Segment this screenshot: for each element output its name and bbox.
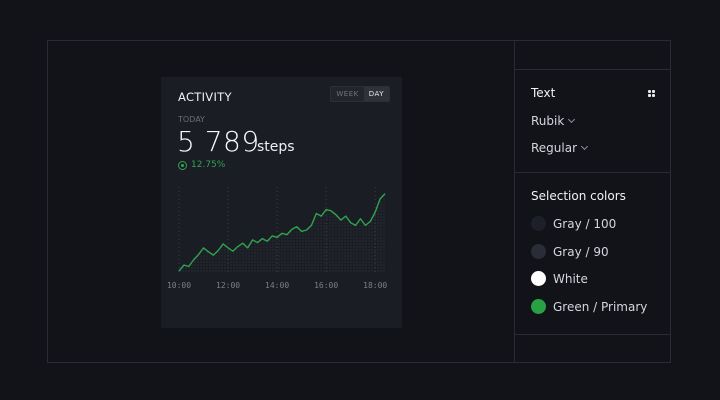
- color-row-gray-90[interactable]: Gray / 90: [531, 244, 609, 259]
- x-tick-label: 12:00: [216, 281, 240, 290]
- selection-colors-title: Selection colors: [531, 189, 626, 203]
- styles-grid-icon[interactable]: [648, 90, 655, 97]
- inspector-panel: Text Rubik Regular Selection colors Gray…: [515, 41, 671, 362]
- trend-up-icon: [178, 160, 187, 170]
- font-weight-dropdown[interactable]: Regular: [531, 141, 589, 155]
- color-row-green-primary[interactable]: Green / Primary: [531, 299, 647, 314]
- text-section: Text Rubik Regular: [515, 70, 671, 173]
- period-label: TODAY: [178, 115, 205, 124]
- color-swatch[interactable]: [531, 299, 546, 314]
- x-tick-label: 14:00: [265, 281, 289, 290]
- activity-card[interactable]: ACTIVITY WEEK DAY TODAY 5 789 steps 12.7…: [161, 77, 402, 328]
- x-tick-label: 18:00: [363, 281, 387, 290]
- toggle-day-button[interactable]: DAY: [363, 87, 389, 101]
- editor-frame: ACTIVITY WEEK DAY TODAY 5 789 steps 12.7…: [47, 40, 671, 363]
- font-family-dropdown[interactable]: Rubik: [531, 114, 576, 128]
- steps-value: 5 789: [177, 125, 260, 158]
- chevron-down-icon: [568, 115, 576, 124]
- activity-chart: 10:00 12:00 14:00 16:00 18:00: [167, 187, 387, 290]
- steps-unit: steps: [257, 139, 295, 155]
- selection-colors-section: Selection colors Gray / 100 Gray / 90 Wh…: [515, 173, 671, 335]
- text-section-title: Text: [531, 86, 556, 100]
- period-toggle[interactable]: WEEK DAY: [330, 86, 390, 102]
- color-label: White: [553, 271, 588, 286]
- font-family-value: Rubik: [531, 114, 565, 128]
- design-canvas[interactable]: ACTIVITY WEEK DAY TODAY 5 789 steps 12.7…: [48, 41, 515, 362]
- x-tick-label: 16:00: [314, 281, 338, 290]
- inspector-topbar: [515, 41, 671, 70]
- color-swatch[interactable]: [531, 271, 546, 286]
- series-line: [178, 193, 386, 272]
- change-indicator: 12.75%: [178, 160, 225, 170]
- chevron-down-icon: [580, 142, 589, 151]
- card-title: ACTIVITY: [178, 90, 232, 104]
- toggle-week-button[interactable]: WEEK: [336, 90, 359, 98]
- color-swatch[interactable]: [531, 244, 546, 259]
- change-value: 12.75%: [191, 160, 226, 170]
- color-label: Gray / 90: [553, 244, 609, 259]
- color-swatch[interactable]: [531, 216, 546, 231]
- color-label: Gray / 100: [553, 216, 617, 231]
- x-tick-label: 10:00: [167, 281, 191, 290]
- color-row-gray-100[interactable]: Gray / 100: [531, 216, 616, 231]
- color-label: Green / Primary: [553, 299, 648, 314]
- color-row-white[interactable]: White: [531, 271, 588, 286]
- font-weight-value: Regular: [531, 141, 578, 155]
